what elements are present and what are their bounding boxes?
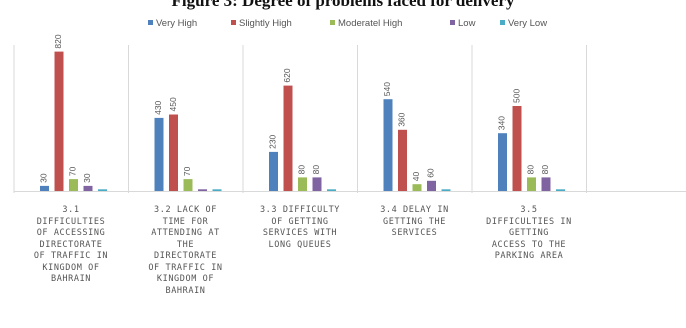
data-label: 60	[426, 168, 436, 178]
bar	[427, 180, 436, 191]
category-label: 3.1 DIFFICULTIES OF ACCESSING DIRECTORAT…	[33, 205, 109, 284]
category-panels	[13, 45, 686, 193]
bar	[412, 184, 422, 191]
bar	[98, 189, 107, 191]
bar	[312, 177, 322, 191]
bar-marks	[40, 51, 565, 191]
bar	[527, 177, 536, 191]
legend-swatch	[330, 20, 335, 25]
data-label: 30	[82, 173, 92, 183]
category-label: 3.4 DELAY IN GETTING THE SERVICES	[380, 205, 449, 238]
bar	[269, 151, 278, 191]
data-label: 80	[540, 165, 550, 175]
bar	[183, 179, 193, 191]
legend-label: Low	[458, 18, 476, 29]
data-label: 500	[511, 89, 521, 103]
legend-swatch	[450, 20, 455, 25]
data-label: 80	[297, 165, 307, 175]
legend-swatch	[148, 20, 153, 25]
data-label: 540	[382, 82, 392, 96]
bar	[169, 114, 178, 191]
legend-label: Very Low	[508, 18, 547, 29]
legend-swatch	[231, 20, 236, 25]
data-label: 80	[526, 165, 536, 175]
legend-item: Slightly High	[231, 18, 292, 29]
data-label: 80	[311, 165, 321, 175]
bar	[327, 189, 336, 191]
legend-item: Low	[450, 18, 476, 29]
legend-label: Slightly High	[239, 18, 292, 29]
legend-item: Very Low	[500, 18, 547, 29]
bar	[556, 189, 565, 191]
legend-label: Moderatel High	[338, 18, 402, 29]
data-label: 620	[282, 68, 292, 82]
chart-legend: Very High Slightly High Moderatel High Low V…	[148, 18, 547, 29]
bar	[498, 133, 507, 191]
bar	[298, 177, 307, 191]
figure-caption: Figure 3: Degree of problems faced for d…	[171, 0, 515, 10]
bar	[198, 189, 207, 191]
bar	[541, 177, 551, 191]
bar	[212, 189, 222, 191]
data-label: 430	[153, 100, 163, 114]
bar	[40, 185, 49, 191]
data-label: 360	[397, 112, 407, 126]
bar	[441, 189, 451, 191]
legend-swatch	[500, 20, 505, 25]
data-label: 450	[168, 97, 178, 111]
legend-item: Very High	[148, 18, 197, 29]
data-label: 230	[268, 134, 278, 148]
data-label: 40	[411, 171, 421, 181]
legend-label: Very High	[156, 18, 197, 29]
legend-item: Moderatel High	[330, 18, 402, 29]
category-label: 3.5 DIFFICULTIES IN GETTING ACCESS TO TH…	[486, 205, 572, 261]
data-label: 30	[39, 173, 49, 183]
data-labels: 30 820 70 30 430 450 70 230 620 80 80 540 360 40 60 340…	[39, 34, 551, 183]
bar	[69, 179, 78, 191]
bar	[283, 85, 293, 191]
data-label: 340	[497, 116, 507, 130]
data-label: 70	[182, 166, 192, 176]
category-label: 3.3 DIFFICULTY OF GETTING SERVICES WITH …	[259, 205, 341, 250]
bar	[54, 51, 64, 191]
data-label: 820	[53, 34, 63, 48]
bar	[154, 117, 164, 191]
bar	[398, 129, 407, 191]
bar	[512, 106, 522, 191]
data-label: 70	[68, 166, 78, 176]
bar	[383, 99, 393, 191]
bar	[83, 185, 93, 191]
category-label: 3.2 LACK OF TIME FOR ATTENDING AT THE DI…	[148, 205, 223, 296]
